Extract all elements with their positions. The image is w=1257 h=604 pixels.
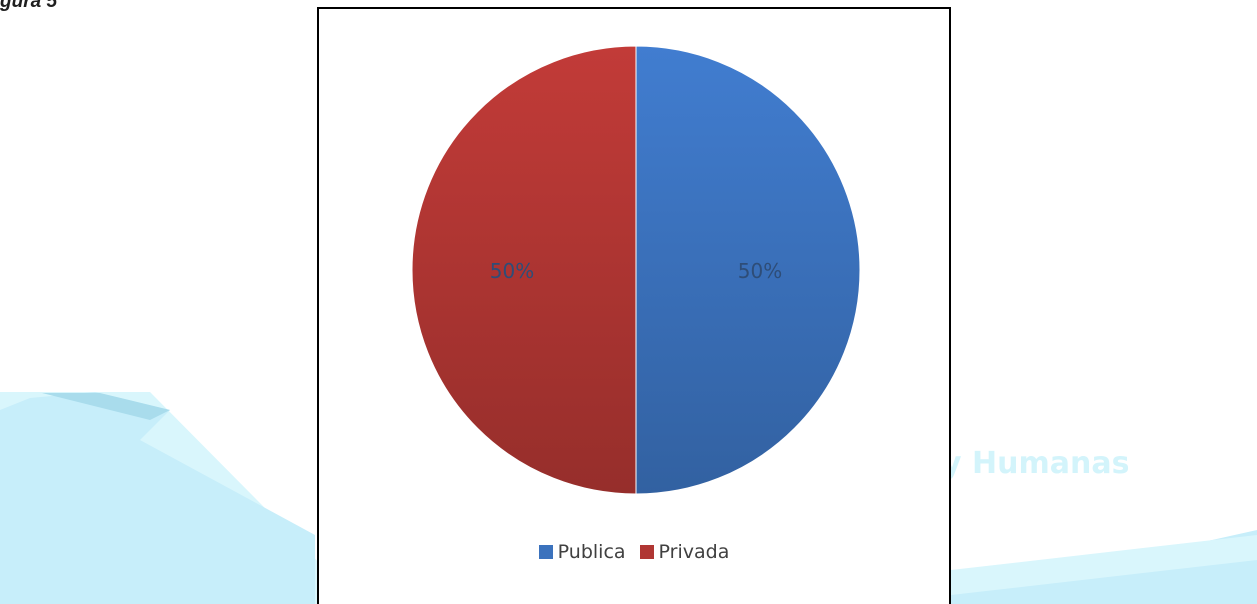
- pie-label-publica: 50%: [738, 259, 782, 283]
- legend-label-publica: Publica: [558, 541, 626, 563]
- pie-label-privada: 50%: [490, 259, 534, 283]
- figure-caption: gura 5: [0, 0, 57, 13]
- legend-item-privada: Privada: [640, 541, 730, 563]
- legend-swatch-publica: [539, 545, 553, 559]
- legend: Publica Privada: [319, 541, 949, 563]
- legend-swatch-privada: [640, 545, 654, 559]
- legend-item-publica: Publica: [539, 541, 626, 563]
- watermark-text: y Humanas: [942, 446, 1129, 481]
- pie-chart: 50% 50%: [319, 9, 949, 604]
- chart-frame: 50% 50% Publica Privada: [317, 7, 951, 604]
- legend-label-privada: Privada: [659, 541, 730, 563]
